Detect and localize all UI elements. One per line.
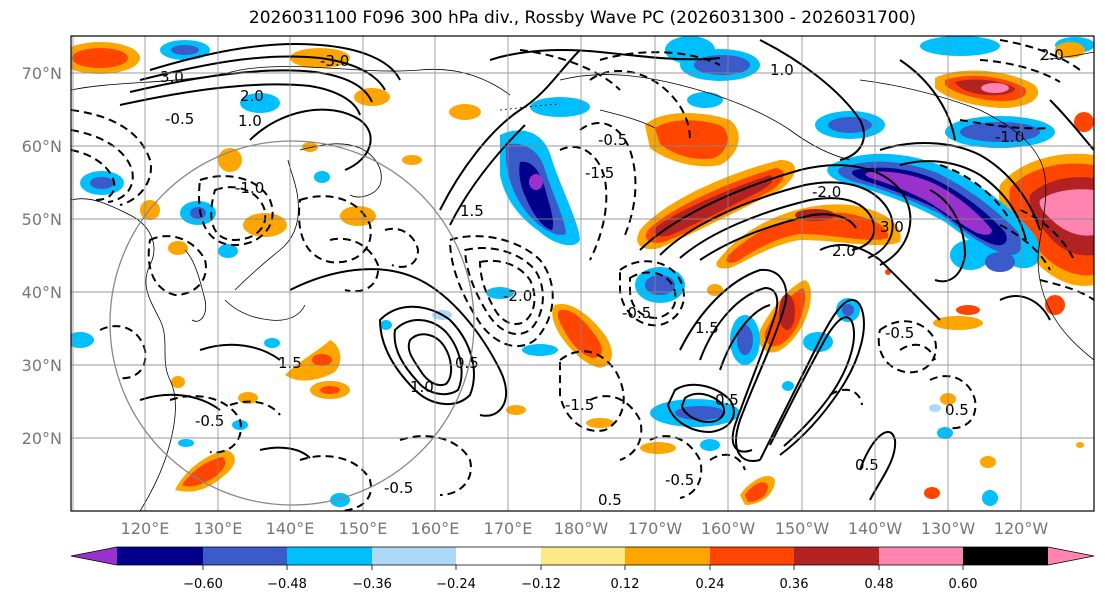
contour-label-group: 3.0 -3.0 -0.5 1.0 -1.0 2.0 1.5 -2.0 0.5 … bbox=[160, 46, 1064, 509]
contour-label: 0.5 bbox=[945, 401, 969, 419]
colorbar-segment bbox=[203, 547, 287, 565]
map-background bbox=[71, 36, 1094, 511]
colorbar-tick-label: −0.36 bbox=[352, 577, 392, 592]
colorbar-tick-label: −0.60 bbox=[183, 577, 223, 592]
negative-contour-lines bbox=[71, 39, 1094, 511]
divergence-shading bbox=[71, 36, 1094, 507]
contour-label: -2.0 bbox=[812, 183, 841, 201]
lat-label: 70°N bbox=[22, 64, 62, 83]
lon-label: 120°E bbox=[121, 519, 170, 538]
lat-label: 20°N bbox=[22, 429, 62, 448]
colorbar-segment bbox=[372, 547, 456, 565]
contour-label: -0.5 bbox=[165, 110, 194, 128]
contour-label: 0.5 bbox=[715, 391, 739, 409]
graticule bbox=[71, 36, 1094, 511]
lon-label: 150°E bbox=[339, 519, 388, 538]
colorbar-segment bbox=[541, 547, 625, 565]
contour-label: -0.5 bbox=[885, 324, 914, 342]
contour-label: 3.0 bbox=[880, 218, 904, 236]
colorbar-tick-label: 0.60 bbox=[949, 577, 978, 592]
lon-label: 120°W bbox=[994, 519, 1049, 538]
latitude-labels: 70°N 60°N 50°N 40°N 30°N 20°N bbox=[22, 64, 62, 448]
colorbar-tick-label: 0.48 bbox=[865, 577, 894, 592]
colorbar-segment bbox=[117, 547, 203, 565]
colorbar-segment bbox=[456, 547, 541, 565]
lat-label: 60°N bbox=[22, 137, 62, 156]
contour-label: -0.5 bbox=[598, 131, 627, 149]
coastlines bbox=[71, 51, 1094, 511]
contour-label: -1.0 bbox=[235, 179, 264, 197]
contour-label: 2.0 bbox=[240, 87, 264, 105]
contour-label: 1.5 bbox=[460, 202, 484, 220]
colorbar-tick-label: −0.48 bbox=[267, 577, 307, 592]
contour-label: -0.5 bbox=[665, 471, 694, 489]
lon-label: 160°W bbox=[701, 519, 756, 538]
contour-label: 0.5 bbox=[855, 456, 879, 474]
colorbar-segment bbox=[625, 547, 710, 565]
colorbar-segment bbox=[879, 547, 963, 565]
lon-label: 170°W bbox=[628, 519, 683, 538]
lon-label: 150°W bbox=[775, 519, 830, 538]
colorbar-segment bbox=[963, 547, 1048, 565]
map-frame bbox=[70, 35, 1095, 512]
colorbar-segment bbox=[71, 547, 117, 565]
lon-label: 130°E bbox=[194, 519, 243, 538]
lon-label: 140°E bbox=[266, 519, 315, 538]
longitude-labels: 120°E 130°E 140°E 150°E 160°E 170°E 180°… bbox=[121, 519, 1049, 538]
colorbar-segment bbox=[287, 547, 372, 565]
contour-label: -1.5 bbox=[585, 164, 614, 182]
colorbar: −0.60 −0.48 −0.36 −0.24 −0.12 0.12 0.24 … bbox=[70, 546, 1095, 592]
colorbar-segment bbox=[794, 547, 879, 565]
lon-label: 160°E bbox=[411, 519, 460, 538]
lon-label: 130°W bbox=[921, 519, 976, 538]
contour-label: 2.0 bbox=[832, 242, 856, 260]
contour-label: -0.5 bbox=[622, 304, 651, 322]
contour-label: 3.0 bbox=[160, 68, 184, 86]
lon-label: 140°W bbox=[848, 519, 903, 538]
contour-label: 0.5 bbox=[598, 491, 622, 509]
lat-label: 40°N bbox=[22, 283, 62, 302]
colorbar-tick-label: 0.12 bbox=[611, 577, 640, 592]
chart-title: 2026031100 F096 300 hPa div., Rossby Wav… bbox=[248, 8, 917, 28]
lat-label: 30°N bbox=[22, 356, 62, 375]
colorbar-tick-label: 0.24 bbox=[696, 577, 725, 592]
contour-label: -0.5 bbox=[384, 479, 413, 497]
colorbar-tick-label: −0.12 bbox=[521, 577, 561, 592]
colorbar-segment bbox=[1048, 547, 1094, 565]
contour-label: -1.5 bbox=[565, 396, 594, 414]
contour-label: 1.5 bbox=[695, 319, 719, 337]
contour-label: -0.5 bbox=[195, 412, 224, 430]
colorbar-tick-label: −0.24 bbox=[436, 577, 476, 592]
contour-label: 0.5 bbox=[455, 354, 479, 372]
contour-label: -3.0 bbox=[320, 52, 349, 70]
contour-label: 2.0 bbox=[1040, 46, 1064, 64]
contour-label: -1.0 bbox=[995, 128, 1024, 146]
lat-label: 50°N bbox=[22, 210, 62, 229]
contour-label: 1.0 bbox=[770, 61, 794, 79]
colorbar-segment bbox=[710, 547, 794, 565]
reference-circle bbox=[109, 140, 475, 506]
colorbar-tick-label: 0.36 bbox=[780, 577, 809, 592]
contour-label: 1.0 bbox=[238, 112, 262, 130]
lon-label: 170°E bbox=[484, 519, 533, 538]
contour-label: -2.0 bbox=[503, 287, 532, 305]
contour-label: 1.0 bbox=[410, 378, 434, 396]
lon-label: 180°W bbox=[554, 519, 609, 538]
